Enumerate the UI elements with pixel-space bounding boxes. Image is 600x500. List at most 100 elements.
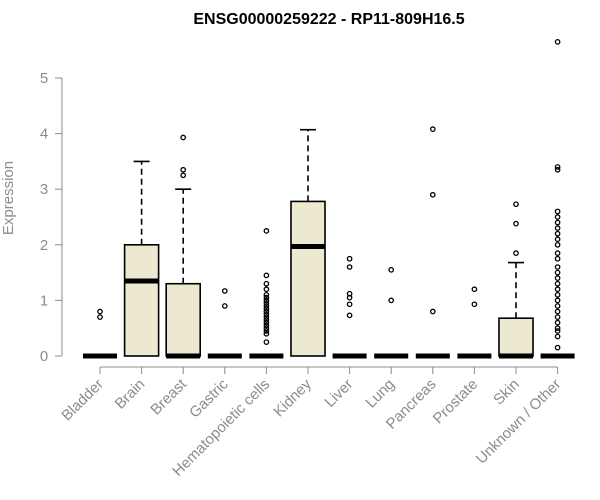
outlier-point: [554, 297, 561, 304]
outlier-point: [554, 319, 561, 326]
outlier-point: [346, 255, 353, 262]
outlier-point: [554, 164, 561, 170]
outlier-point: [554, 291, 561, 298]
x-tick-label: Kidney: [270, 375, 315, 420]
outlier-point: [221, 288, 228, 294]
box-prostate: [457, 286, 492, 359]
outlier-point: [429, 308, 436, 315]
box-kidney: [290, 128, 326, 357]
outlier-point: [554, 214, 561, 220]
outlier-point: [263, 300, 270, 307]
outlier-point: [554, 255, 561, 262]
x-tick-label: Skin: [490, 376, 523, 409]
y-tick-label: 2: [40, 237, 48, 254]
outlier-point: [513, 220, 519, 227]
box-body: [123, 244, 160, 357]
box-unknown-other: [540, 39, 575, 359]
outlier-point: [180, 172, 187, 179]
y-tick-label: 5: [40, 70, 48, 87]
outlier-point: [554, 333, 561, 340]
box-breast: [165, 134, 201, 359]
outlier-point: [513, 250, 519, 256]
outlier-point: [263, 291, 270, 298]
outlier-point: [180, 166, 187, 173]
outlier-point: [263, 317, 270, 323]
outlier-point: [554, 264, 561, 270]
outlier-point: [180, 134, 187, 141]
outlier-point: [221, 303, 228, 309]
outlier-point: [471, 286, 478, 293]
y-tick-label: 1: [40, 292, 48, 309]
outlier-point: [263, 308, 270, 315]
outlier-point: [554, 269, 561, 276]
outlier-point: [263, 305, 270, 312]
chart-title: ENSG00000259222 - RP11-809H16.5: [193, 11, 464, 28]
box-liver: [332, 255, 367, 359]
outlier-point: [263, 319, 270, 326]
outlier-point: [263, 297, 270, 304]
outlier-point: [263, 322, 270, 329]
outlier-point: [263, 303, 270, 309]
y-tick-label: 3: [40, 181, 48, 198]
outlier-point: [263, 328, 270, 334]
outlier-point: [388, 297, 395, 304]
outlier-point: [346, 290, 353, 297]
box-bladder: [83, 308, 117, 359]
x-tick-label: Lung: [362, 376, 398, 412]
x-tick-label: Breast: [147, 375, 190, 418]
outlier-point: [388, 266, 395, 273]
outlier-point: [263, 330, 270, 337]
box-brain: [123, 160, 160, 357]
outlier-point: [554, 344, 561, 351]
outlier-point: [554, 241, 561, 248]
outlier-point: [97, 308, 103, 315]
y-tick-label: 0: [40, 348, 48, 365]
outlier-point: [263, 314, 270, 320]
outlier-point: [263, 286, 270, 293]
outlier-point: [471, 301, 478, 308]
outlier-point: [554, 166, 561, 173]
outlier-point: [554, 325, 561, 332]
box-skin: [498, 201, 534, 359]
outlier-point: [554, 275, 561, 282]
outlier-point: [554, 208, 561, 215]
outlier-point: [554, 250, 561, 256]
x-tick-label: Brain: [112, 376, 149, 413]
outlier-point: [554, 314, 561, 320]
outlier-point: [263, 280, 270, 287]
outlier-point: [429, 191, 436, 198]
outlier-point: [263, 272, 270, 279]
outlier-point: [263, 294, 270, 301]
outlier-point: [346, 312, 353, 319]
box-body: [290, 200, 326, 357]
box-gastric: [207, 288, 242, 359]
outlier-point: [263, 228, 270, 234]
outlier-point: [554, 230, 561, 237]
box-hematopoietic-cells: [249, 228, 284, 359]
outlier-point: [554, 303, 561, 309]
outlier-point: [554, 225, 561, 231]
outlier-point: [554, 219, 561, 226]
outlier-point: [263, 311, 270, 318]
outlier-point: [554, 308, 561, 315]
outlier-point: [429, 126, 436, 133]
box-pancreas: [415, 126, 450, 359]
outlier-point: [513, 201, 519, 208]
box-lung: [374, 266, 409, 359]
outlier-point: [554, 328, 561, 334]
outlier-point: [554, 280, 561, 287]
outlier-point: [263, 325, 270, 332]
outlier-point: [554, 39, 561, 45]
outlier-point: [554, 286, 561, 293]
plot-area: [83, 39, 575, 359]
box-body: [498, 317, 534, 357]
outlier-point: [346, 301, 353, 308]
x-tick-label: Liver: [321, 376, 356, 411]
outlier-point: [97, 314, 103, 320]
x-tick-label: Bladder: [58, 376, 107, 425]
x-tick-label: Prostate: [430, 376, 482, 428]
outlier-point: [263, 339, 270, 345]
outlier-point: [346, 264, 353, 270]
